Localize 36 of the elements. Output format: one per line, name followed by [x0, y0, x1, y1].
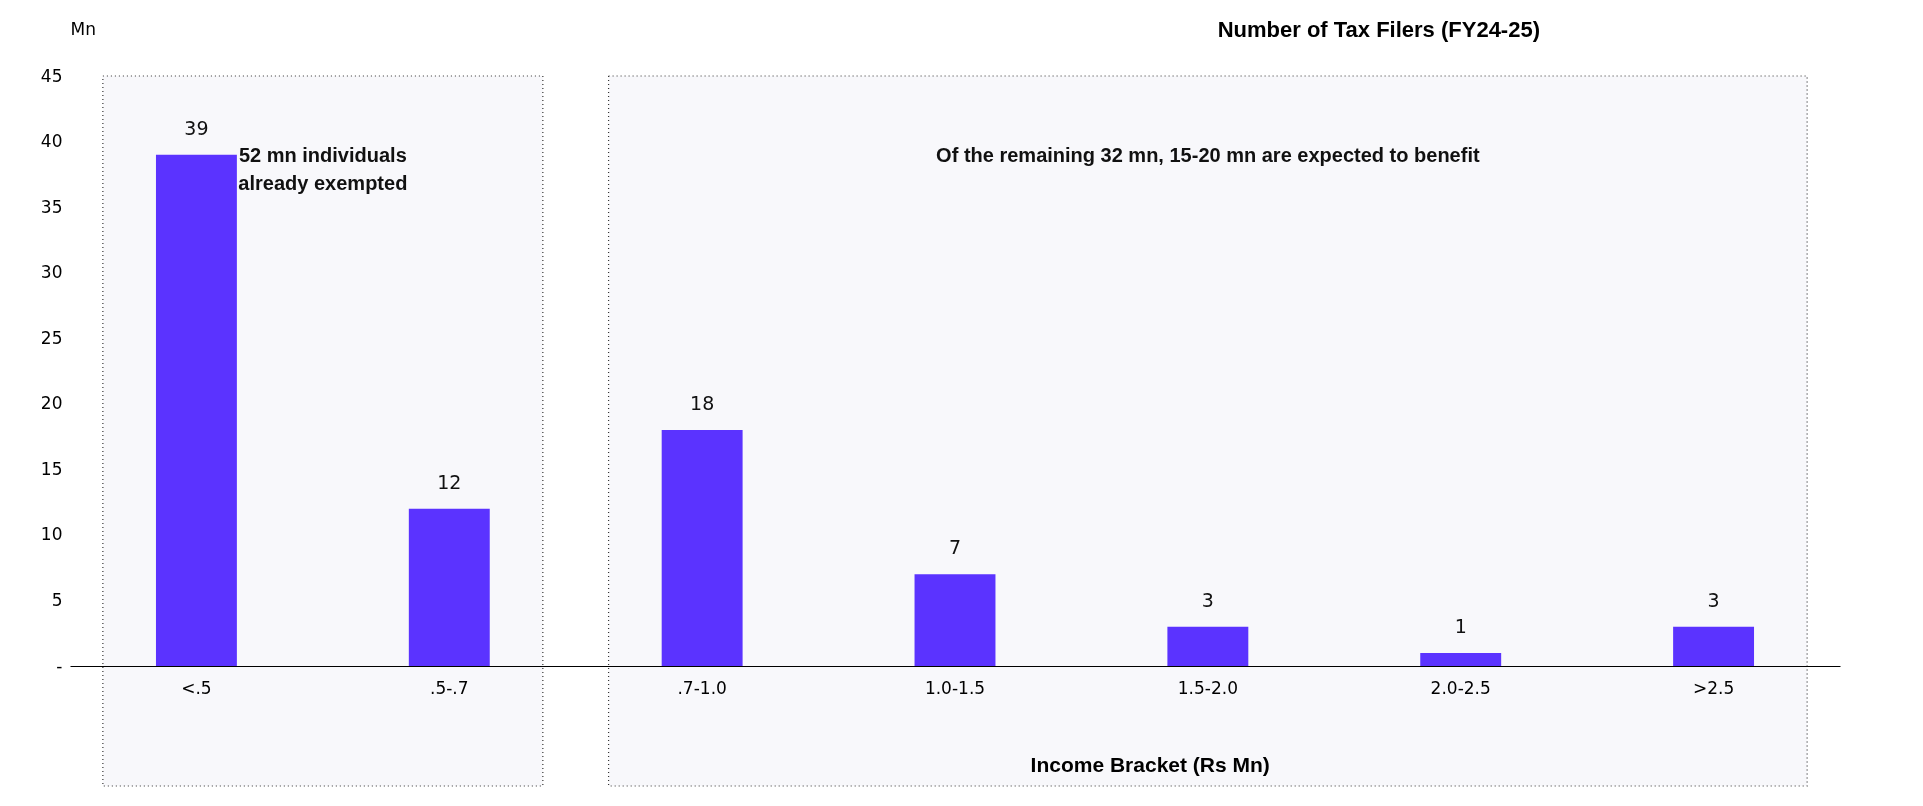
- data-label: 1: [1454, 614, 1467, 637]
- bar: [914, 574, 996, 666]
- y-tick-label: 45: [40, 65, 63, 86]
- data-label: 3: [1201, 588, 1214, 611]
- y-tick-label: 35: [40, 196, 63, 217]
- x-tick-label: 1.0-1.5: [924, 677, 986, 698]
- bar: [155, 154, 237, 666]
- y-tick-label: -: [56, 655, 63, 676]
- y-tick-label: 40: [40, 131, 63, 152]
- x-tick-label: .5-.7: [430, 677, 469, 698]
- x-axis-title: Income Bracket (Rs Mn): [1030, 752, 1270, 776]
- bar: [1673, 626, 1755, 666]
- bar: [1167, 626, 1249, 666]
- y-tick-label: 20: [40, 393, 63, 414]
- bar: [1420, 652, 1502, 666]
- y-tick-label: 10: [40, 524, 63, 545]
- x-tick-label: .7-1.0: [677, 677, 727, 698]
- y-tick-label: 15: [40, 458, 63, 479]
- band-label: Of the remaining 32 mn, 15-20 mn are expected to benefit: [936, 144, 1480, 166]
- y-tick-label: 25: [40, 327, 63, 348]
- data-label: 3: [1707, 588, 1720, 611]
- y-tick-label: 5: [51, 589, 63, 610]
- chart-title: Number of Tax Filers (FY24-25): [1217, 17, 1540, 42]
- band-label: 52 mn individuals already exempted: [238, 144, 408, 194]
- x-tick-label: >2.5: [1692, 677, 1735, 698]
- y-axis-title: Mn: [70, 18, 96, 39]
- bar: [661, 430, 743, 666]
- x-tick-label: <.5: [181, 677, 212, 698]
- data-label: 12: [437, 470, 462, 493]
- data-label: 7: [948, 536, 962, 559]
- x-tick-label: 2.0-2.5: [1430, 677, 1491, 698]
- data-label: 39: [184, 116, 209, 139]
- y-tick-label: 30: [40, 262, 63, 283]
- data-label: 18: [690, 392, 715, 414]
- bar: [408, 508, 490, 666]
- x-tick-label: 1.5-2.0: [1177, 677, 1238, 698]
